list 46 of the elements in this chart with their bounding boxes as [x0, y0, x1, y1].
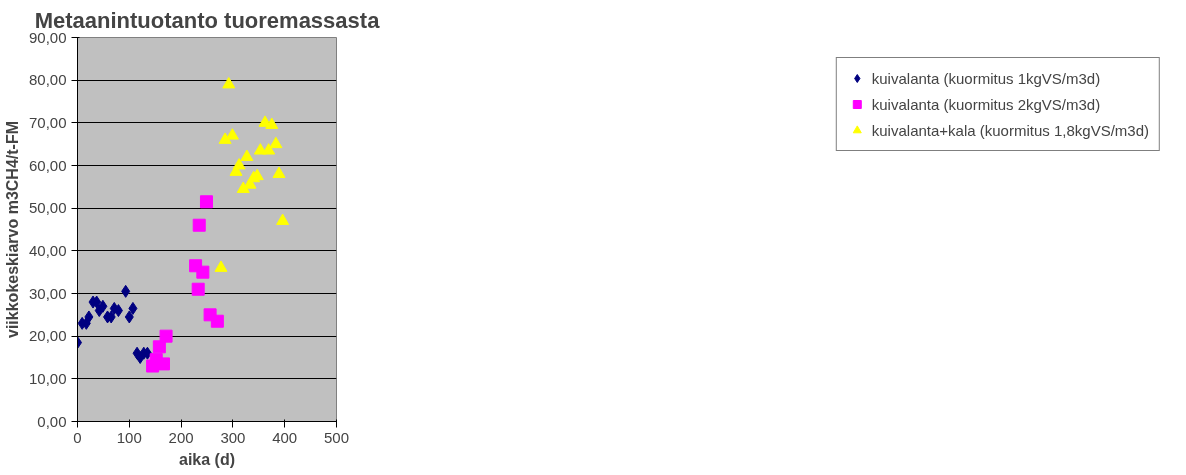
point — [269, 136, 283, 149]
x-axis-title: aika (d) — [178, 450, 236, 468]
y-tick-label: 80,00 — [28, 71, 67, 89]
y-tick-label: 40,00 — [28, 241, 67, 259]
point — [232, 158, 246, 170]
point — [262, 143, 276, 155]
point — [84, 310, 94, 324]
point — [196, 265, 210, 279]
point — [199, 195, 213, 209]
point — [98, 299, 108, 313]
point — [121, 284, 131, 298]
x-tick-label: 100 — [116, 428, 142, 446]
x-tick-label: 400 — [272, 428, 298, 446]
y-tick-label: 30,00 — [28, 284, 67, 302]
y-tick-label: 20,00 — [28, 327, 67, 345]
y-tick-label: 10,00 — [28, 369, 67, 387]
point — [276, 213, 290, 225]
legend-label: kuivalanta (kuormitus 1kgVS/m3d) — [871, 69, 1101, 87]
point — [156, 357, 170, 371]
point — [113, 304, 123, 318]
point — [159, 329, 173, 343]
point — [265, 117, 279, 129]
point — [128, 301, 138, 315]
legend-label: kuivalanta+kala (kuormitus 1,8kgVS/m3d) — [871, 121, 1149, 139]
x-tick-label: 0 — [73, 428, 82, 446]
x-tick-label: 500 — [323, 428, 350, 446]
point — [218, 132, 232, 144]
x-tick-label: 200 — [168, 428, 194, 446]
point — [225, 128, 239, 140]
point — [236, 181, 250, 193]
y-tick-label: 60,00 — [28, 156, 67, 174]
point — [92, 295, 102, 309]
y-tick-label: 70,00 — [28, 113, 67, 131]
point — [124, 310, 134, 324]
point — [210, 314, 224, 328]
point — [272, 166, 286, 178]
point — [214, 260, 228, 272]
point — [222, 77, 236, 89]
point — [191, 282, 205, 296]
y-tick-label: 50,00 — [28, 199, 67, 217]
legend-label: kuivalanta (kuormitus 2kgVS/m3d) — [871, 95, 1101, 113]
y-tick-label: 0,00 — [37, 412, 67, 430]
x-tick-label: 300 — [220, 428, 246, 446]
point — [192, 218, 206, 232]
y-axis-title: viikkokeskiarvo m3CH4/t-FM — [3, 121, 21, 338]
point — [240, 149, 254, 161]
